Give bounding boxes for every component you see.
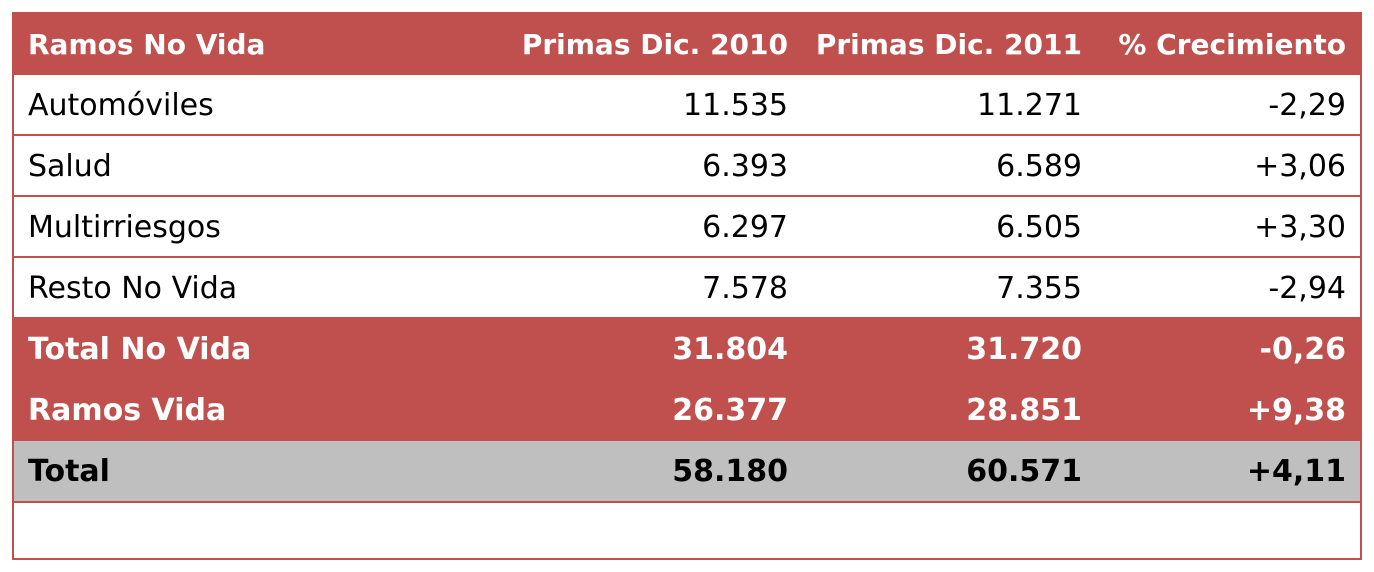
table-cell: Salud xyxy=(28,149,112,184)
table-cell: 31.804 xyxy=(672,332,788,367)
table-cell: Multirriesgos xyxy=(28,210,221,245)
table-subtotal-row: Total No Vida 31.804 31.720 -0,26 xyxy=(14,319,1360,380)
table-cell: 6.589 xyxy=(996,149,1082,184)
table-cell: 11.271 xyxy=(977,88,1082,123)
table-cell: Ramos Vida xyxy=(28,393,227,428)
header-primas-2010: Primas Dic. 2010 xyxy=(521,28,788,61)
table-row: Resto No Vida 7.578 7.355 -2,94 xyxy=(14,258,1360,319)
table-cell: Automóviles xyxy=(28,88,214,123)
table-row: Multirriesgos 6.297 6.505 +3,30 xyxy=(14,197,1360,258)
table-cell: Resto No Vida xyxy=(28,271,238,306)
table-cell: Total No Vida xyxy=(28,332,252,367)
header-ramos-no-vida: Ramos No Vida xyxy=(28,28,266,61)
table-total-row: Total 58.180 60.571 +4,11 xyxy=(14,441,1360,502)
table-row: Salud 6.393 6.589 +3,06 xyxy=(14,136,1360,197)
empty-footer-row xyxy=(14,501,1360,558)
table-cell: 58.180 xyxy=(672,454,788,489)
table-cell: -2,29 xyxy=(1268,88,1346,123)
table-subtotal-row: Ramos Vida 26.377 28.851 +9,38 xyxy=(14,380,1360,441)
table-cell: Total xyxy=(28,454,110,489)
table-cell: 60.571 xyxy=(966,454,1082,489)
table-cell: -2,94 xyxy=(1268,271,1346,306)
table-cell: 7.355 xyxy=(996,271,1082,306)
table-cell: 11.535 xyxy=(683,88,788,123)
table-cell: +3,30 xyxy=(1254,210,1346,245)
table-row: Automóviles 11.535 11.271 -2,29 xyxy=(14,75,1360,136)
table-cell: +9,38 xyxy=(1246,393,1346,428)
table-cell: 28.851 xyxy=(966,393,1082,428)
header-crecimiento: % Crecimiento xyxy=(1118,28,1346,61)
table-cell: 31.720 xyxy=(966,332,1082,367)
table-cell: 7.578 xyxy=(702,271,788,306)
table-cell: 6.505 xyxy=(996,210,1082,245)
header-primas-2011: Primas Dic. 2011 xyxy=(815,28,1082,61)
table-cell: 6.297 xyxy=(702,210,788,245)
table-header-row: Ramos No Vida Primas Dic. 2010 Primas Di… xyxy=(14,14,1360,75)
table-cell: 6.393 xyxy=(702,149,788,184)
table-cell: -0,26 xyxy=(1259,332,1346,367)
table-cell: +3,06 xyxy=(1254,149,1346,184)
table-cell: 26.377 xyxy=(672,393,788,428)
premiums-table: Ramos No Vida Primas Dic. 2010 Primas Di… xyxy=(12,12,1362,560)
table-cell: +4,11 xyxy=(1246,454,1346,489)
